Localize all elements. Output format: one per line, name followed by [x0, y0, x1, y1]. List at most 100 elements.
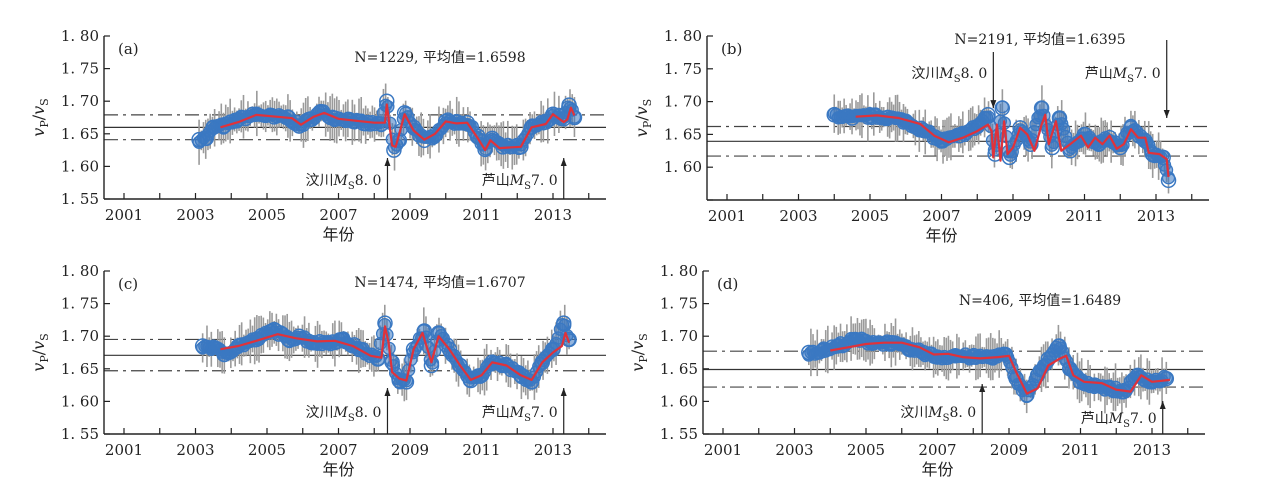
- data-point: [427, 127, 443, 143]
- data-point: [441, 341, 458, 357]
- data-point: [1123, 120, 1139, 136]
- data-point: [901, 341, 917, 357]
- y-tick-label: 1. 70: [61, 92, 99, 110]
- y-tick-label: 1. 65: [61, 360, 99, 378]
- x-tick-label: 2005: [248, 441, 286, 459]
- event-label: 汶川MS8. 0: [900, 404, 976, 424]
- data-point: [1101, 380, 1117, 397]
- smoothed-line: [830, 341, 1171, 395]
- y-tick-label: 1. 75: [61, 60, 99, 78]
- y-tick-label: 1. 60: [660, 392, 698, 410]
- data-point: [396, 105, 413, 121]
- data-point: [280, 331, 297, 348]
- data-point: [334, 331, 350, 348]
- y-tick-label: 1. 55: [61, 190, 99, 208]
- panel-label: (d): [717, 275, 738, 293]
- data-point: [230, 338, 247, 354]
- y-tick-label: 1. 80: [61, 262, 99, 280]
- x-tick-label: 2009: [391, 206, 429, 224]
- data-point: [561, 331, 577, 348]
- y-tick-label: 1. 65: [61, 125, 99, 143]
- data-point: [477, 141, 493, 158]
- data-point: [826, 106, 842, 123]
- stats-label: N=2191, 平均值=1.6395: [954, 32, 1125, 48]
- y-tick-label: 1. 70: [61, 327, 99, 345]
- data-point: [1044, 139, 1061, 156]
- y-tick-label: 1. 75: [660, 295, 698, 313]
- panel-d: 1. 55 1. 60 1. 65 1. 70 1. 75 1. 80 2001 2003 20…: [628, 262, 1205, 479]
- y-tick-label: 1. 75: [61, 295, 99, 313]
- x-tick-label: 2013: [1137, 207, 1175, 225]
- error-bars: [807, 316, 1168, 414]
- y-tick-label: 1. 65: [664, 125, 702, 143]
- data-point: [1137, 133, 1154, 149]
- x-tick-label: 2001: [704, 441, 742, 459]
- data-point: [205, 119, 222, 136]
- data-point: [198, 130, 214, 147]
- arrow-head-icon: [1159, 401, 1166, 409]
- data-point: [555, 111, 572, 127]
- x-tick-label: 2011: [462, 441, 500, 459]
- data-point: [1101, 129, 1118, 146]
- y-tick-label: 1. 60: [61, 392, 99, 410]
- data-point: [191, 131, 207, 148]
- event-lushan: 芦山MS7. 0: [482, 158, 567, 199]
- arrow-head-icon: [560, 388, 567, 396]
- y-tick-label: 1. 60: [664, 158, 702, 176]
- data-point: [1087, 377, 1103, 393]
- plot-area: [707, 85, 1209, 194]
- data-point: [1019, 387, 1035, 403]
- data-point: [1112, 139, 1128, 156]
- data-point: [534, 354, 551, 371]
- data-point: [545, 106, 561, 122]
- stats-label: N=1229, 平均值=1.6598: [354, 50, 525, 66]
- event-lushan: 芦山MS7. 0: [1081, 401, 1166, 434]
- data-point: [1155, 149, 1171, 166]
- panel-b: 1. 60 1. 65 1. 70 1. 75 1. 80 2001 2003 2005 200…: [632, 27, 1209, 245]
- data-point: [523, 119, 540, 136]
- y-tick-label: 1. 80: [664, 27, 702, 45]
- data-point: [947, 348, 964, 364]
- x-tick-label: 2005: [847, 441, 885, 459]
- data-point: [815, 342, 831, 359]
- data-point: [473, 367, 490, 384]
- y-tick-label: 1. 55: [61, 425, 99, 443]
- arrow-head-icon: [560, 158, 567, 166]
- x-tick-label: 2011: [1065, 207, 1103, 225]
- stats-label: N=406, 平均值=1.6489: [959, 293, 1121, 309]
- event-label: 汶川MS8. 0: [306, 404, 382, 424]
- arrow-head-icon: [979, 384, 986, 392]
- event-label: 芦山MS7. 0: [482, 173, 558, 192]
- plot-area: [104, 304, 606, 402]
- x-tick-label: 2007: [922, 207, 960, 225]
- plot-area: [104, 83, 606, 171]
- event-label: 芦山MS7. 0: [1085, 66, 1161, 85]
- x-axis-title: 年份: [322, 225, 354, 244]
- panel-a: 1. 55 1. 60 1. 65 1. 70 1. 75 1. 80 2001 2003 20…: [29, 27, 606, 244]
- x-tick-label: 2009: [994, 207, 1032, 225]
- data-point: [398, 374, 415, 390]
- data-point: [405, 341, 422, 357]
- data-point: [1062, 361, 1078, 377]
- panel-label: (a): [118, 40, 139, 58]
- y-axis-title: vP/vS: [632, 99, 654, 137]
- x-tick-label: 2009: [391, 441, 429, 459]
- data-point: [933, 133, 950, 149]
- data-point: [370, 351, 386, 367]
- data-point: [302, 111, 318, 128]
- event-wenchuan: 汶川MS8. 0: [306, 388, 391, 434]
- x-tick-label: 2003: [176, 206, 214, 224]
- data-point: [929, 349, 946, 365]
- data-point: [829, 338, 846, 354]
- panel-c: 1. 55 1. 60 1. 65 1. 70 1. 75 1. 80 2001 2003 20…: [29, 262, 606, 479]
- data-point: [452, 357, 468, 374]
- data-point: [844, 110, 860, 126]
- y-tick-label: 1. 55: [660, 425, 698, 443]
- x-tick-label: 2003: [176, 441, 214, 459]
- y-axis-title: vP/vS: [29, 98, 51, 136]
- x-tick-label: 2005: [248, 206, 286, 224]
- x-axis-title: 年份: [322, 460, 354, 479]
- x-tick-label: 2011: [1061, 441, 1099, 459]
- data-point: [216, 118, 232, 134]
